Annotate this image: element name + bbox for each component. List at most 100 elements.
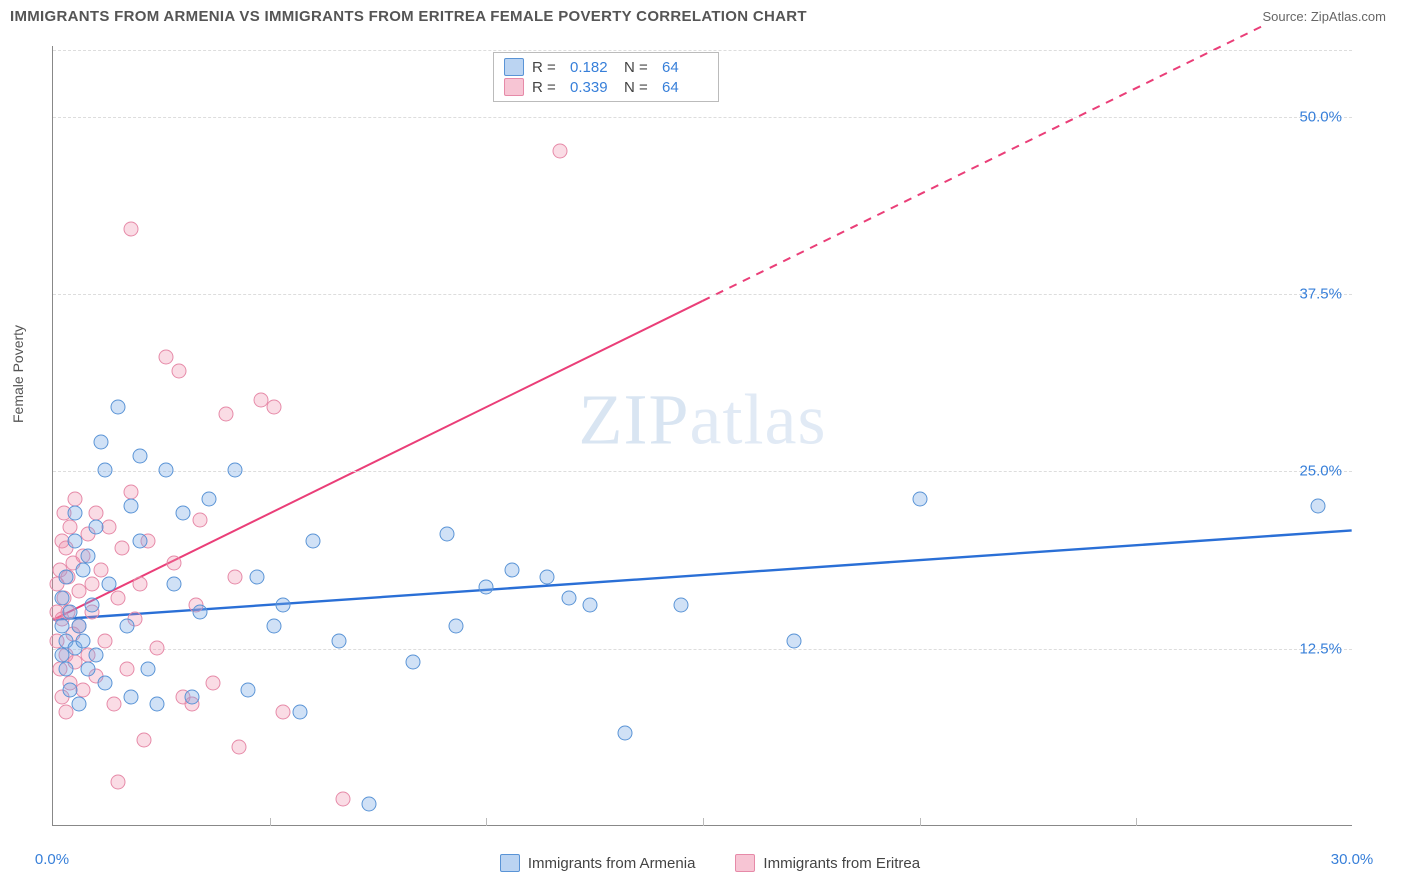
x-minor-tick: [703, 818, 704, 826]
y-tick-label: 37.5%: [1299, 286, 1342, 303]
point-blue: [228, 463, 243, 478]
legend-item-blue: Immigrants from Armenia: [500, 854, 696, 872]
point-blue: [275, 598, 290, 613]
point-blue: [479, 579, 494, 594]
point-pink: [232, 740, 247, 755]
point-blue: [63, 605, 78, 620]
point-blue: [249, 569, 264, 584]
trend-line: [53, 301, 702, 620]
point-pink: [124, 484, 139, 499]
point-blue: [54, 619, 69, 634]
point-blue: [67, 534, 82, 549]
gridline-h: [53, 471, 1352, 472]
y-axis-label: Female Poverty: [10, 325, 26, 423]
point-blue: [63, 683, 78, 698]
point-blue: [332, 633, 347, 648]
legend-item-pink: Immigrants from Eritrea: [735, 854, 920, 872]
point-pink: [67, 491, 82, 506]
legend-swatch-blue: [504, 58, 524, 76]
point-blue: [102, 576, 117, 591]
point-blue: [158, 463, 173, 478]
point-blue: [1311, 498, 1326, 513]
legend-r-value: 0.182: [570, 59, 616, 76]
point-blue: [80, 662, 95, 677]
x-tick-min: 0.0%: [35, 851, 69, 868]
point-blue: [293, 704, 308, 719]
point-blue: [405, 654, 420, 669]
point-pink: [275, 704, 290, 719]
point-blue: [76, 633, 91, 648]
point-blue: [72, 619, 87, 634]
chart-header: IMMIGRANTS FROM ARMENIA VS IMMIGRANTS FR…: [0, 0, 1406, 29]
point-pink: [228, 569, 243, 584]
point-pink: [219, 406, 234, 421]
point-blue: [111, 399, 126, 414]
point-blue: [89, 647, 104, 662]
point-pink: [206, 676, 221, 691]
point-pink: [98, 633, 113, 648]
point-pink: [115, 541, 130, 556]
point-pink: [193, 513, 208, 528]
chart-area: Female Poverty ZIPatlas R = 0.182 N = 64…: [30, 40, 1390, 870]
point-blue: [184, 690, 199, 705]
y-tick-label: 12.5%: [1299, 640, 1342, 657]
point-blue: [72, 697, 87, 712]
x-minor-tick: [270, 818, 271, 826]
legend-n-value: 64: [662, 59, 708, 76]
point-blue: [132, 449, 147, 464]
point-pink: [111, 775, 126, 790]
point-blue: [167, 576, 182, 591]
y-tick-label: 50.0%: [1299, 108, 1342, 125]
gridline-h: [53, 117, 1352, 118]
point-pink: [158, 350, 173, 365]
point-blue: [67, 506, 82, 521]
point-blue: [89, 520, 104, 535]
legend-swatch-pink: [504, 78, 524, 96]
source-name: ZipAtlas.com: [1311, 9, 1386, 24]
point-pink: [150, 640, 165, 655]
legend-n-value: 64: [662, 79, 708, 96]
chart-source: Source: ZipAtlas.com: [1262, 9, 1386, 24]
point-blue: [505, 562, 520, 577]
legend-n-label: N =: [624, 59, 654, 76]
point-pink: [106, 697, 121, 712]
legend-label-blue: Immigrants from Armenia: [528, 855, 696, 872]
x-minor-tick: [1136, 818, 1137, 826]
trend-lines: [53, 46, 1352, 825]
legend-row-blue: R = 0.182 N = 64: [504, 57, 708, 77]
point-pink: [267, 399, 282, 414]
point-pink: [553, 144, 568, 159]
point-blue: [176, 506, 191, 521]
point-blue: [674, 598, 689, 613]
point-blue: [54, 591, 69, 606]
point-blue: [306, 534, 321, 549]
point-blue: [98, 463, 113, 478]
point-blue: [124, 498, 139, 513]
point-pink: [102, 520, 117, 535]
point-blue: [80, 548, 95, 563]
point-blue: [241, 683, 256, 698]
point-blue: [141, 662, 156, 677]
point-pink: [111, 591, 126, 606]
point-blue: [193, 605, 208, 620]
y-tick-label: 25.0%: [1299, 463, 1342, 480]
point-blue: [119, 619, 134, 634]
point-blue: [449, 619, 464, 634]
point-pink: [119, 662, 134, 677]
plot-region: ZIPatlas R = 0.182 N = 64 R = 0.339 N = …: [52, 46, 1352, 826]
legend-swatch-pink: [735, 854, 755, 872]
point-blue: [59, 662, 74, 677]
point-pink: [63, 520, 78, 535]
point-pink: [132, 576, 147, 591]
legend-r-value: 0.339: [570, 79, 616, 96]
point-blue: [912, 491, 927, 506]
trend-line: [53, 530, 1351, 619]
legend-label-pink: Immigrants from Eritrea: [763, 855, 920, 872]
point-pink: [76, 683, 91, 698]
point-blue: [618, 725, 633, 740]
gridline-h: [53, 649, 1352, 650]
point-blue: [440, 527, 455, 542]
legend-r-label: R =: [532, 59, 562, 76]
point-blue: [267, 619, 282, 634]
x-minor-tick: [920, 818, 921, 826]
